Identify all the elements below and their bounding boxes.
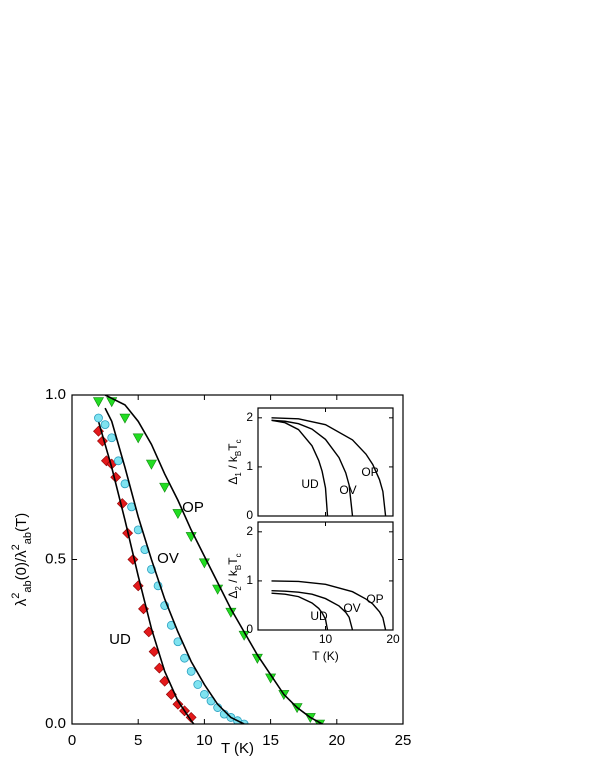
marker <box>92 397 104 408</box>
x-tick-label: 15 <box>262 732 279 749</box>
gap-curve <box>271 592 329 630</box>
series-label: UD <box>310 609 328 623</box>
series-label: OP <box>366 592 383 606</box>
y-tick-label: 2 <box>246 410 253 424</box>
gap-curve <box>271 590 354 630</box>
gap-curve <box>271 580 387 630</box>
x-tick-label: 20 <box>386 632 400 646</box>
y-axis-label: λ2ab(0)/λ2ab(T) <box>10 513 34 606</box>
y-label-part: λ <box>13 598 30 606</box>
x-axis-label: T (K) <box>312 649 338 663</box>
x-tick-label: 25 <box>395 732 412 749</box>
y-tick-label: 0 <box>246 622 253 636</box>
x-tick-label: 10 <box>319 632 333 646</box>
y-tick-label: 1 <box>246 573 253 587</box>
y-label-part: (0)/λ <box>13 550 30 581</box>
marker <box>94 413 103 423</box>
plot-area <box>271 580 387 630</box>
marker <box>193 680 203 689</box>
y-tick-label: 0 <box>246 508 253 522</box>
gap-curve <box>271 417 387 516</box>
marker <box>145 459 157 470</box>
plot-area <box>271 417 387 516</box>
axes-frame <box>257 407 394 517</box>
y-label-part: / k <box>226 569 240 586</box>
marker <box>180 653 189 663</box>
y-label-part: T <box>226 557 240 565</box>
series-label: UD <box>109 631 131 648</box>
fit-line <box>104 395 323 724</box>
y-label-part: Δ <box>226 477 240 485</box>
gap-curve <box>271 419 329 516</box>
marker <box>100 420 110 430</box>
y-axis-label: Δ2 / kBTc <box>226 553 242 598</box>
marker <box>159 482 171 493</box>
series-label: OP <box>361 465 378 479</box>
y-label-part: 1 <box>234 472 243 477</box>
series-label: OP <box>182 499 204 516</box>
marker <box>107 433 117 443</box>
y-tick-label: 0.0 <box>45 715 66 732</box>
y-label-part: B <box>234 565 243 570</box>
series-label: OV <box>157 550 179 567</box>
panel: 0 1 2 UD OV OP Δ1 / kBTc <box>226 407 394 522</box>
x-tick-label: 5 <box>134 732 142 749</box>
y-label-part: 2 <box>10 593 22 599</box>
axes-frame <box>257 521 394 631</box>
series-label: OV <box>339 483 356 497</box>
series-label: OV <box>343 601 360 615</box>
y-label-part: ab <box>22 532 34 544</box>
marker <box>172 509 184 520</box>
y-axis-label: Δ1 / kBTc <box>226 439 242 484</box>
y-label-part: B <box>234 451 243 456</box>
fit-line <box>104 407 245 724</box>
marker <box>113 456 123 466</box>
y-label-part: 2 <box>234 586 243 591</box>
marker <box>172 698 184 710</box>
y-tick-label: 0.5 <box>45 550 66 567</box>
y-label-part: T <box>226 443 240 451</box>
y-label-part: c <box>234 439 243 443</box>
y-label-part: Δ <box>226 591 240 599</box>
series-label: UD <box>301 477 319 491</box>
y-tick-label: 1.0 <box>45 386 66 403</box>
x-tick-label: 20 <box>328 732 345 749</box>
plot-area <box>92 395 326 724</box>
y-label-part: ab <box>22 580 34 592</box>
marker <box>132 433 144 444</box>
x-axis-label: T (K) <box>221 740 254 757</box>
y-label-part: (T) <box>13 513 30 532</box>
y-tick-label: 2 <box>246 524 253 538</box>
marker <box>119 413 131 424</box>
y-label-part: / k <box>226 455 240 472</box>
x-tick-label: 10 <box>196 732 213 749</box>
y-tick-label: 1 <box>246 459 253 473</box>
y-label-part: c <box>234 553 243 557</box>
x-tick-label: 0 <box>68 732 76 749</box>
marker <box>199 689 209 699</box>
fit-line <box>97 421 195 724</box>
axes-frame <box>71 394 404 725</box>
marker <box>120 479 130 489</box>
marker <box>186 666 196 676</box>
gap-curve <box>271 419 354 516</box>
y-label-part: 2 <box>10 544 22 550</box>
